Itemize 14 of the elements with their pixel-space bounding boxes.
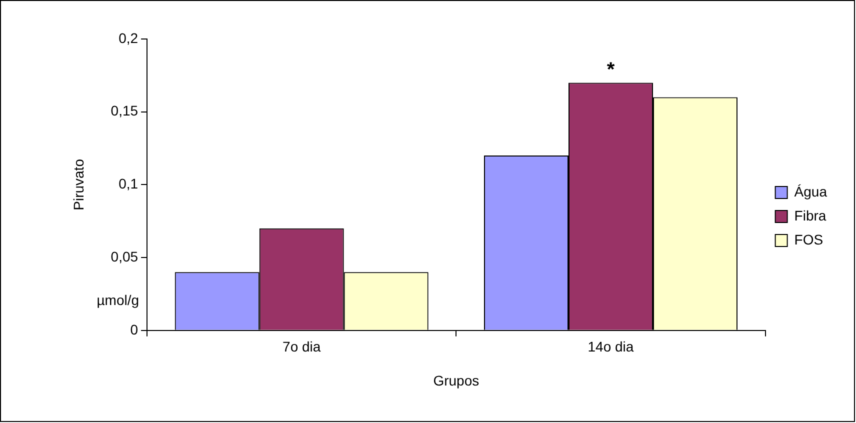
legend-label: Fibra — [794, 207, 826, 224]
x-axis-title: Grupos — [433, 372, 480, 388]
text: µmol/g — [96, 292, 140, 308]
y-tick-label: 0,1 — [118, 176, 138, 192]
x-tick-label: 14o dia — [588, 338, 634, 355]
annotation: * — [606, 59, 615, 82]
legend-label: FOS — [794, 231, 824, 248]
y-tick-label: 0,15 — [110, 102, 138, 119]
x-tick-label: 7o dia — [282, 338, 321, 355]
y-tick-label: 0,2 — [118, 30, 138, 46]
y-tick-label: 0,05 — [110, 248, 138, 264]
legend-label: Água — [794, 183, 828, 200]
y-tick-label: 0 — [130, 321, 138, 338]
y-axis-title: Piruvato — [70, 158, 86, 210]
